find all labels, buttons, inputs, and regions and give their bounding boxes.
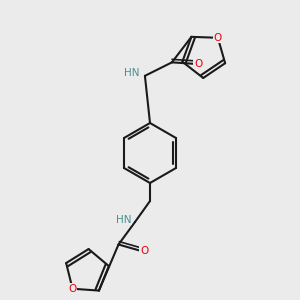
Text: O: O (194, 59, 202, 69)
Text: O: O (140, 245, 148, 256)
Text: HN: HN (124, 68, 140, 78)
Text: O: O (68, 284, 77, 294)
Text: HN: HN (116, 214, 131, 225)
Text: O: O (214, 33, 222, 43)
